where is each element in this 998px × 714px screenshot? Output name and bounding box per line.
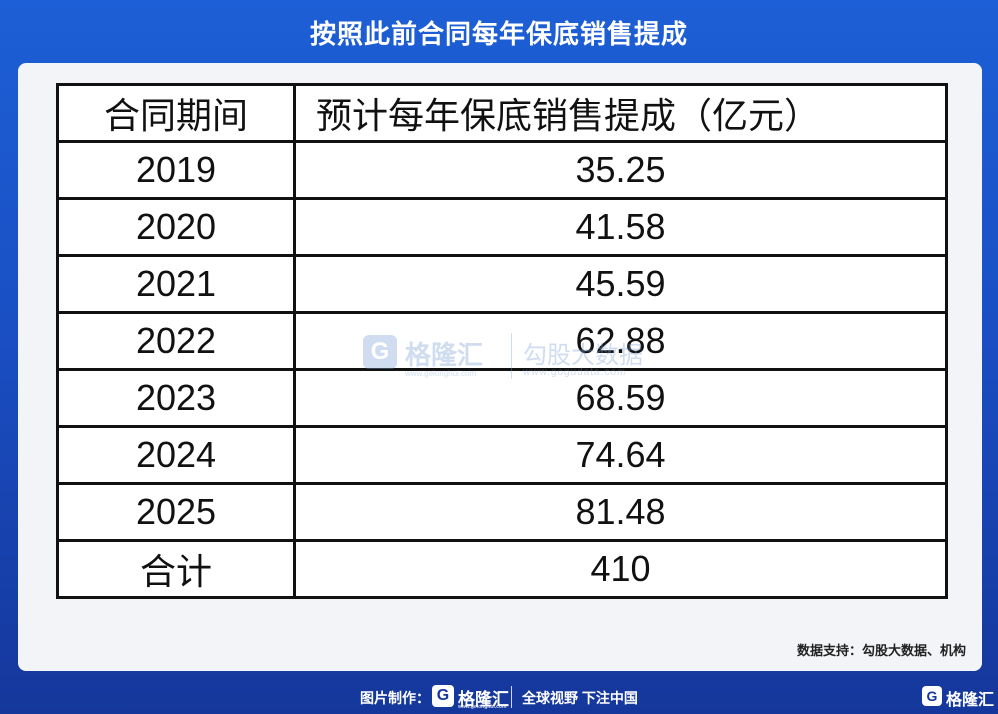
- cell-value: 74.64: [293, 425, 948, 485]
- table-row: 2020 41.58: [56, 197, 948, 257]
- table-row: 2019 35.25: [56, 140, 948, 200]
- brand-logo-icon: G: [432, 685, 454, 707]
- header-commission: 预计每年保底销售提成（亿元）: [293, 83, 948, 143]
- header-period: 合同期间: [56, 83, 296, 143]
- cell-value: 41.58: [293, 197, 948, 257]
- corner-logo-icon: G: [922, 686, 942, 706]
- cell-value: 62.88: [293, 311, 948, 371]
- table-row: 2025 81.48: [56, 482, 948, 542]
- cell-year: 2021: [56, 254, 296, 314]
- footer-slogan: 全球视野 下注中国: [522, 690, 638, 706]
- footer-prefix: 图片制作：: [360, 690, 430, 706]
- cell-total-value: 410: [293, 539, 948, 599]
- cell-value: 35.25: [293, 140, 948, 200]
- footer-brand-url: www.gelonghui.com: [458, 704, 507, 710]
- data-table: 合同期间 预计每年保底销售提成（亿元） 2019 35.25 2020 41.5…: [56, 83, 948, 599]
- source-note: 数据支持：勾股大数据、机构: [796, 643, 966, 658]
- table-total-row: 合计 410: [56, 539, 948, 599]
- cell-value: 81.48: [293, 482, 948, 542]
- table-card: 合同期间 预计每年保底销售提成（亿元） 2019 35.25 2020 41.5…: [18, 63, 982, 671]
- corner-brand: 格隆汇: [946, 692, 995, 709]
- table-row: 2023 68.59: [56, 368, 948, 428]
- footer: 图片制作： G 格隆汇 www.gelonghui.com 全球视野 下注中国 …: [0, 680, 998, 714]
- cell-year: 2020: [56, 197, 296, 257]
- cell-value: 45.59: [293, 254, 948, 314]
- cell-year: 2024: [56, 425, 296, 485]
- cell-year: 2023: [56, 368, 296, 428]
- cell-total-label: 合计: [56, 539, 296, 599]
- cell-year: 2022: [56, 311, 296, 371]
- footer-divider: [511, 686, 512, 708]
- footer-brand: 格隆汇: [458, 690, 509, 709]
- table-row: 2021 45.59: [56, 254, 948, 314]
- cell-year: 2025: [56, 482, 296, 542]
- cell-value: 68.59: [293, 368, 948, 428]
- table-header-row: 合同期间 预计每年保底销售提成（亿元）: [56, 83, 948, 143]
- page-title: 按照此前合同每年保底销售提成: [309, 19, 688, 49]
- cell-year: 2019: [56, 140, 296, 200]
- table-row: 2022 62.88: [56, 311, 948, 371]
- table-row: 2024 74.64: [56, 425, 948, 485]
